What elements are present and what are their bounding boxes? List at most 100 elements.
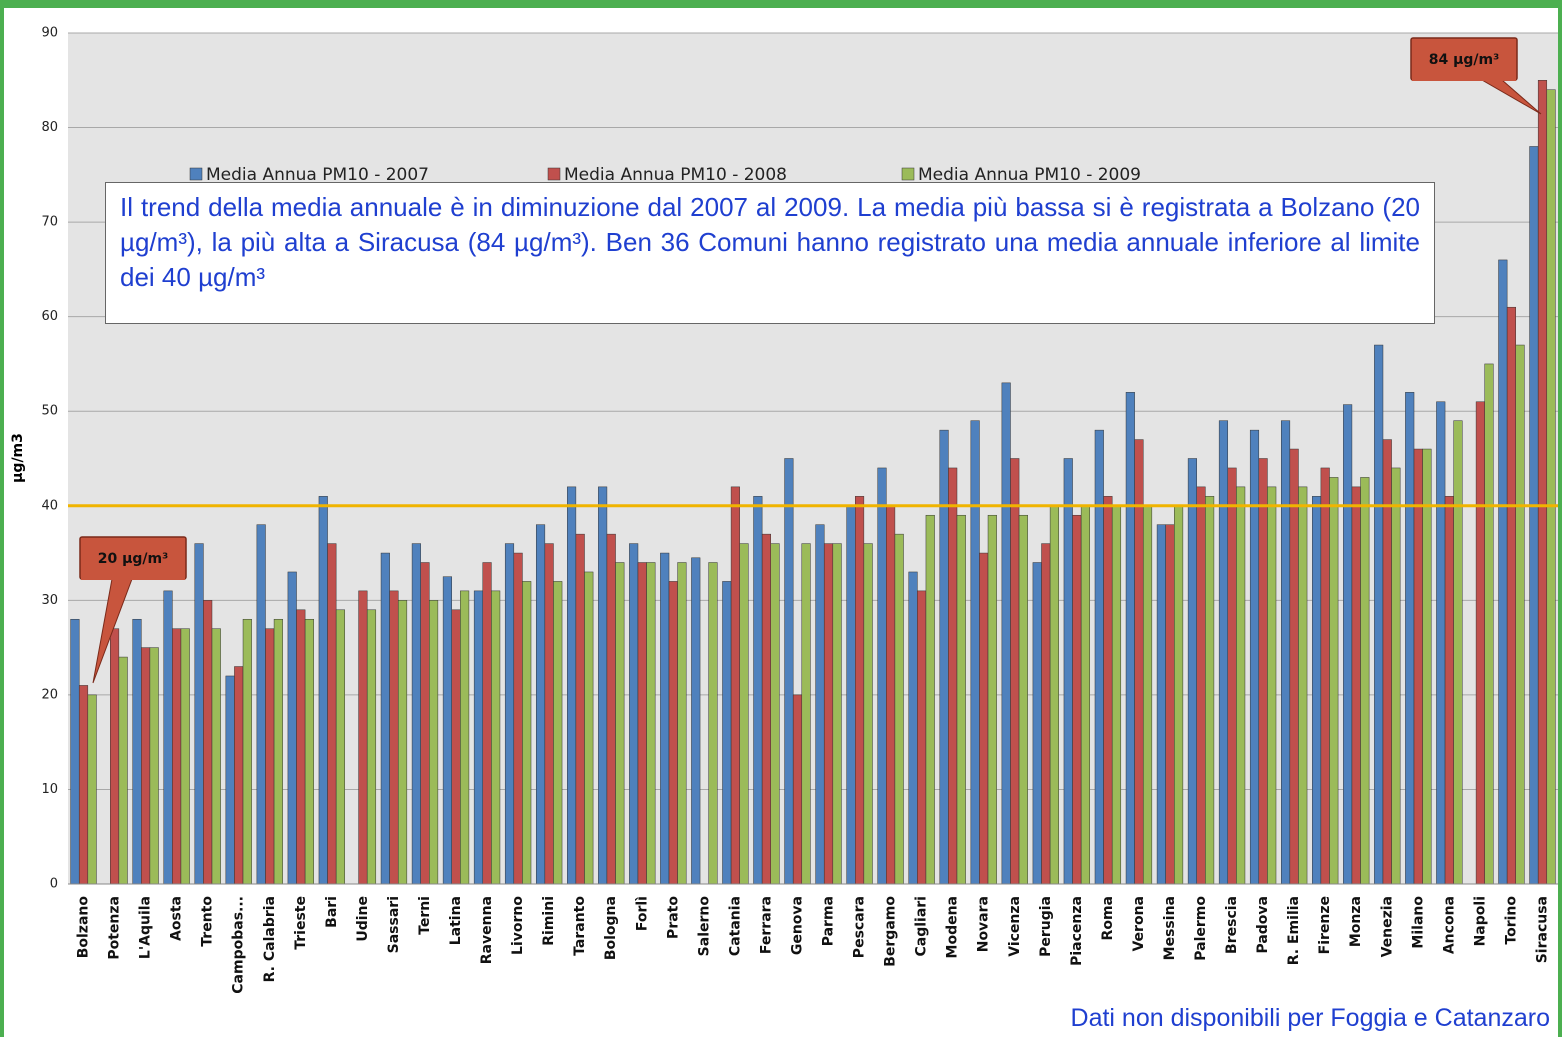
bar: [637, 562, 647, 885]
bar: [1187, 458, 1197, 885]
x-tick-label: Forlì: [634, 896, 650, 931]
x-tick-label: Bologna: [603, 896, 619, 960]
bar: [265, 628, 275, 885]
bar: [87, 694, 97, 885]
bar: [832, 543, 842, 885]
bar: [429, 600, 439, 885]
bar: [553, 581, 563, 885]
x-tick-label: Brescia: [1224, 896, 1240, 954]
bar: [327, 543, 337, 885]
bar: [203, 600, 213, 885]
bar: [234, 666, 244, 885]
bar: [1249, 429, 1260, 885]
x-tick-label: Piacenza: [1069, 896, 1085, 966]
bar: [522, 581, 532, 885]
bar: [598, 486, 608, 885]
bar: [1267, 486, 1277, 885]
bar: [1413, 448, 1423, 885]
y-tick-label: 20: [41, 687, 58, 702]
annotation-box: Il trend della media annuale è in diminu…: [105, 182, 1435, 324]
bar: [411, 543, 421, 885]
bar: [242, 618, 252, 885]
bar: [567, 486, 577, 885]
bar: [473, 590, 484, 885]
bar: [535, 524, 546, 885]
bar: [149, 647, 159, 885]
bar: [287, 571, 297, 885]
bar: [925, 514, 935, 885]
bar: [1227, 467, 1237, 885]
callout-cover: [81, 576, 185, 580]
bar: [979, 552, 989, 885]
bar: [1374, 344, 1384, 885]
bar: [1236, 486, 1246, 885]
bar: [1444, 496, 1454, 885]
bar: [1506, 306, 1516, 885]
bar: [1360, 477, 1370, 885]
bar: [358, 590, 368, 885]
x-tick-label: Trento: [200, 896, 216, 947]
bar: [1329, 477, 1339, 885]
bar: [273, 618, 283, 885]
bar: [296, 609, 306, 885]
x-tick-label: Pescara: [852, 896, 868, 958]
bar: [1080, 505, 1091, 885]
bar: [939, 429, 949, 885]
legend-label: Media Annua PM10 - 2009: [918, 165, 1141, 185]
bar: [1484, 363, 1494, 885]
x-tick-label: Catania: [727, 896, 743, 956]
bar: [739, 543, 749, 885]
bar: [753, 496, 763, 885]
x-tick-label: Potenza: [107, 896, 123, 960]
bar: [1280, 420, 1291, 885]
y-tick-label: 80: [41, 120, 58, 135]
x-tick-label: Vicenza: [1007, 896, 1023, 957]
x-tick-label: Terni: [417, 896, 433, 935]
bar: [225, 675, 235, 885]
x-tick-label: Bergamo: [883, 896, 899, 967]
legend-swatch: [901, 167, 915, 181]
x-tick-label: Roma: [1100, 896, 1116, 940]
bar: [163, 590, 173, 885]
x-tick-label: Modena: [945, 896, 961, 958]
callout-label: 84 µg/m³: [1429, 52, 1500, 68]
bar: [894, 533, 904, 885]
bar: [304, 618, 314, 885]
bar: [646, 562, 656, 885]
bar: [318, 496, 328, 885]
bar: [575, 533, 585, 885]
bar: [1001, 382, 1011, 885]
bar: [1094, 429, 1104, 885]
bar: [956, 514, 966, 885]
bar: [792, 694, 803, 885]
footnote: Dati non disponibili per Foggia e Catanz…: [1070, 1004, 1550, 1032]
x-tick-label: Ravenna: [479, 896, 495, 964]
x-tick-label: Perugia: [1038, 896, 1054, 957]
right-border: [1558, 0, 1562, 1037]
bar: [1125, 392, 1135, 885]
x-tick-label: Milano: [1410, 896, 1426, 949]
x-tick-label: Bari: [324, 896, 340, 928]
bar: [691, 557, 701, 885]
bar: [1475, 401, 1485, 885]
x-tick-label: Novara: [976, 896, 992, 952]
bar: [1258, 458, 1268, 885]
x-tick-label: L'Aquila: [138, 896, 154, 959]
y-tick-label: 10: [41, 782, 58, 797]
bar: [1453, 420, 1463, 885]
bar: [1018, 514, 1028, 885]
x-tick-label: Genova: [789, 896, 805, 955]
bar: [886, 505, 896, 885]
bar: [784, 458, 794, 885]
bar: [668, 581, 678, 885]
bar: [584, 571, 594, 885]
bar: [78, 685, 89, 885]
bar: [708, 562, 718, 885]
bar: [908, 571, 918, 885]
x-tick-label: Salerno: [696, 896, 712, 957]
bar: [1010, 458, 1020, 885]
callout-label: 20 µg/m³: [98, 551, 169, 567]
x-tick-label: Livorno: [510, 896, 526, 955]
x-tick-label: Ferrara: [758, 896, 774, 954]
y-tick-label: 60: [41, 309, 58, 324]
